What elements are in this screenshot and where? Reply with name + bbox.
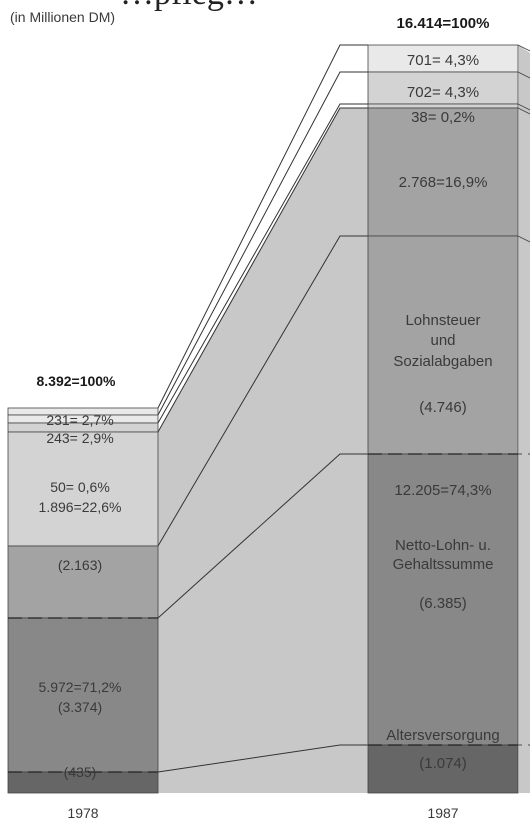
segment-label-1987: 701= 4,3% [407,52,479,69]
bar-1987-segment [367,744,519,794]
bar-1987-segment [367,44,519,73]
bar-1987-depth-line [517,107,530,115]
bar-1987-depth-line [517,71,530,79]
segment-label-1987: Sozialabgaben [393,353,492,370]
segment-label-1978: 243= 2,9% [46,430,113,446]
segment-sub-label-1987: (1.074) [419,755,467,772]
flow-line-6 [157,744,368,773]
x-tick-1987: 1987 [427,805,458,821]
flow-line-3 [157,107,368,433]
segment-label-1978: 5.972=71,2% [39,679,122,695]
flow-band-small [158,108,368,546]
segment-label-1987: 12.205=74,3% [394,482,491,499]
bar-1987-segment [367,453,519,746]
segment-label-1987: Netto-Lohn- u. [395,537,491,554]
segment-label-1978: 1.896=22,6% [39,499,122,515]
segment-label-1987: 2.768=16,9% [399,174,488,191]
flow-line-5 [157,453,368,619]
flow-line-1 [157,71,368,416]
segment-sub-label-1987: (4.746) [419,399,467,416]
flow-line-2 [157,103,368,424]
bar-1987-depth-line [517,44,530,52]
bar-1978-segment [7,617,159,773]
flow-band-altersversorgung [158,745,368,793]
bar-1987-segment [367,235,519,455]
flow-line-0 [157,44,368,409]
bar-1987-segment [367,71,519,105]
bar-1978-segment [7,771,159,794]
segment-label-1987: und [430,332,455,349]
segment-sub-label-1978: (3.374) [58,699,102,715]
total-label-1978: 8.392=100% [36,373,116,389]
bar-1987-depth-line [517,235,530,243]
segment-label-1987: 38= 0,2% [411,109,475,126]
flow-band-netto [158,454,368,772]
unit-note: (in Millionen DM) [10,9,115,25]
segment-label-1978: 231= 2,7% [46,412,113,428]
flow-line-4 [157,235,368,547]
segment-label-1987: Gehaltssumme [393,556,494,573]
bar-1987-segment [367,107,519,237]
bar-1987-segment [367,103,519,109]
segment-label-1987: 702= 4,3% [407,84,479,101]
x-tick-1978: 1978 [67,805,98,821]
segment-sub-label-1978: (2.163) [58,557,102,573]
total-label-1987: 16.414=100% [396,15,489,32]
segment-sub-label-1987: (6.385) [419,595,467,612]
bar-1987-depth-line [517,103,530,111]
segment-label-1978: 50= 0,6% [50,479,110,495]
segment-label-1987: Lohnsteuer [405,312,480,329]
segment-label-1987: Altersversorgung [386,727,499,744]
flow-band-lohnsteuer [158,236,368,618]
title-fragment: …pfleg… [120,0,258,12]
bar-1987-depth-strip [518,45,530,793]
segment-label-1978: (435) [64,764,97,780]
